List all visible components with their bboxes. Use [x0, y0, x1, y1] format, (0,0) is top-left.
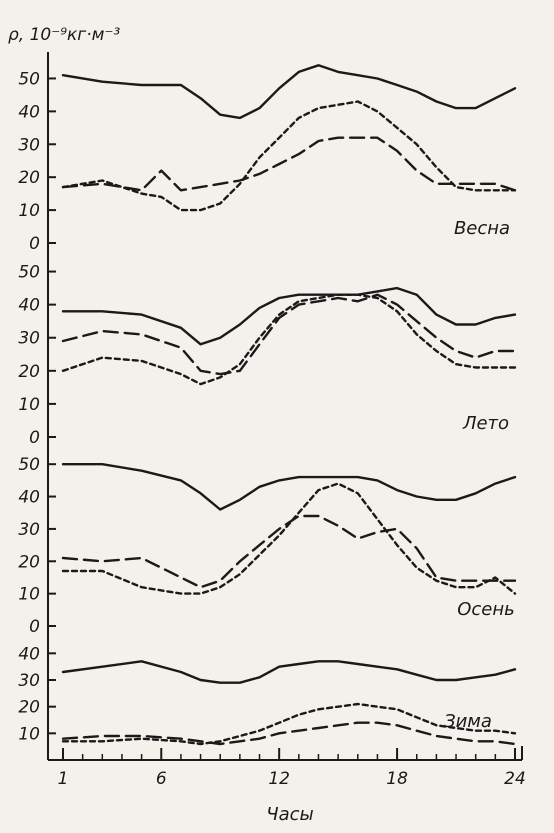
series-line-solid — [63, 65, 515, 118]
series-line-solid — [63, 288, 515, 344]
series-line-short-dash — [63, 295, 515, 384]
y-tick-label: 30 — [18, 671, 40, 691]
y-tick-label: 50 — [18, 455, 40, 475]
x-tick-label: 24 — [504, 769, 526, 789]
x-tick-label: 18 — [386, 769, 408, 789]
axes-layer — [48, 52, 522, 760]
y-tick-label: 0 — [29, 617, 40, 637]
y-tick-label: 20 — [18, 698, 40, 718]
y-tick-label: 50 — [18, 263, 40, 283]
y-tick-label: 40 — [18, 102, 40, 122]
x-axis-title: Часы — [266, 804, 313, 825]
y-tick-label: 50 — [18, 69, 40, 89]
series-line-long-dash — [63, 516, 515, 587]
y-tick-label: 40 — [18, 644, 40, 664]
series-line-short-dash — [63, 102, 515, 211]
y-tick-label: 20 — [18, 552, 40, 572]
y-tick-label: 0 — [29, 234, 40, 254]
y-tick-label: 30 — [18, 520, 40, 540]
series-layer — [63, 65, 515, 744]
y-tick-label: 10 — [18, 724, 40, 744]
y-tick-label: 10 — [18, 585, 40, 605]
x-tick-label: 6 — [156, 769, 167, 789]
y-tick-label: 0 — [29, 428, 40, 448]
y-tick-label: 40 — [18, 296, 40, 316]
y-tick-label: 40 — [18, 488, 40, 508]
y-tick-label: 10 — [18, 395, 40, 415]
y-tick-label: 20 — [18, 168, 40, 188]
y-tick-label: 30 — [18, 135, 40, 155]
season-label: Весна — [454, 218, 510, 239]
series-line-solid — [63, 464, 515, 509]
season-label: Зима — [444, 711, 492, 732]
y-axis-title: ρ, 10⁻⁹кг·м⁻³ — [8, 25, 120, 45]
series-line-solid — [63, 661, 515, 682]
y-tick-label: 10 — [18, 201, 40, 221]
x-tick-label: 12 — [268, 769, 290, 789]
y-tick-label: 20 — [18, 362, 40, 382]
season-label: Осень — [457, 599, 515, 620]
y-tick-label: 30 — [18, 329, 40, 349]
x-tick-label: 1 — [58, 769, 69, 789]
season-label: Лето — [462, 413, 509, 434]
series-line-long-dash — [63, 138, 515, 191]
labels-layer: ρ, 10⁻⁹кг·м⁻³ Часы 50403020100Весна50403… — [8, 25, 526, 825]
